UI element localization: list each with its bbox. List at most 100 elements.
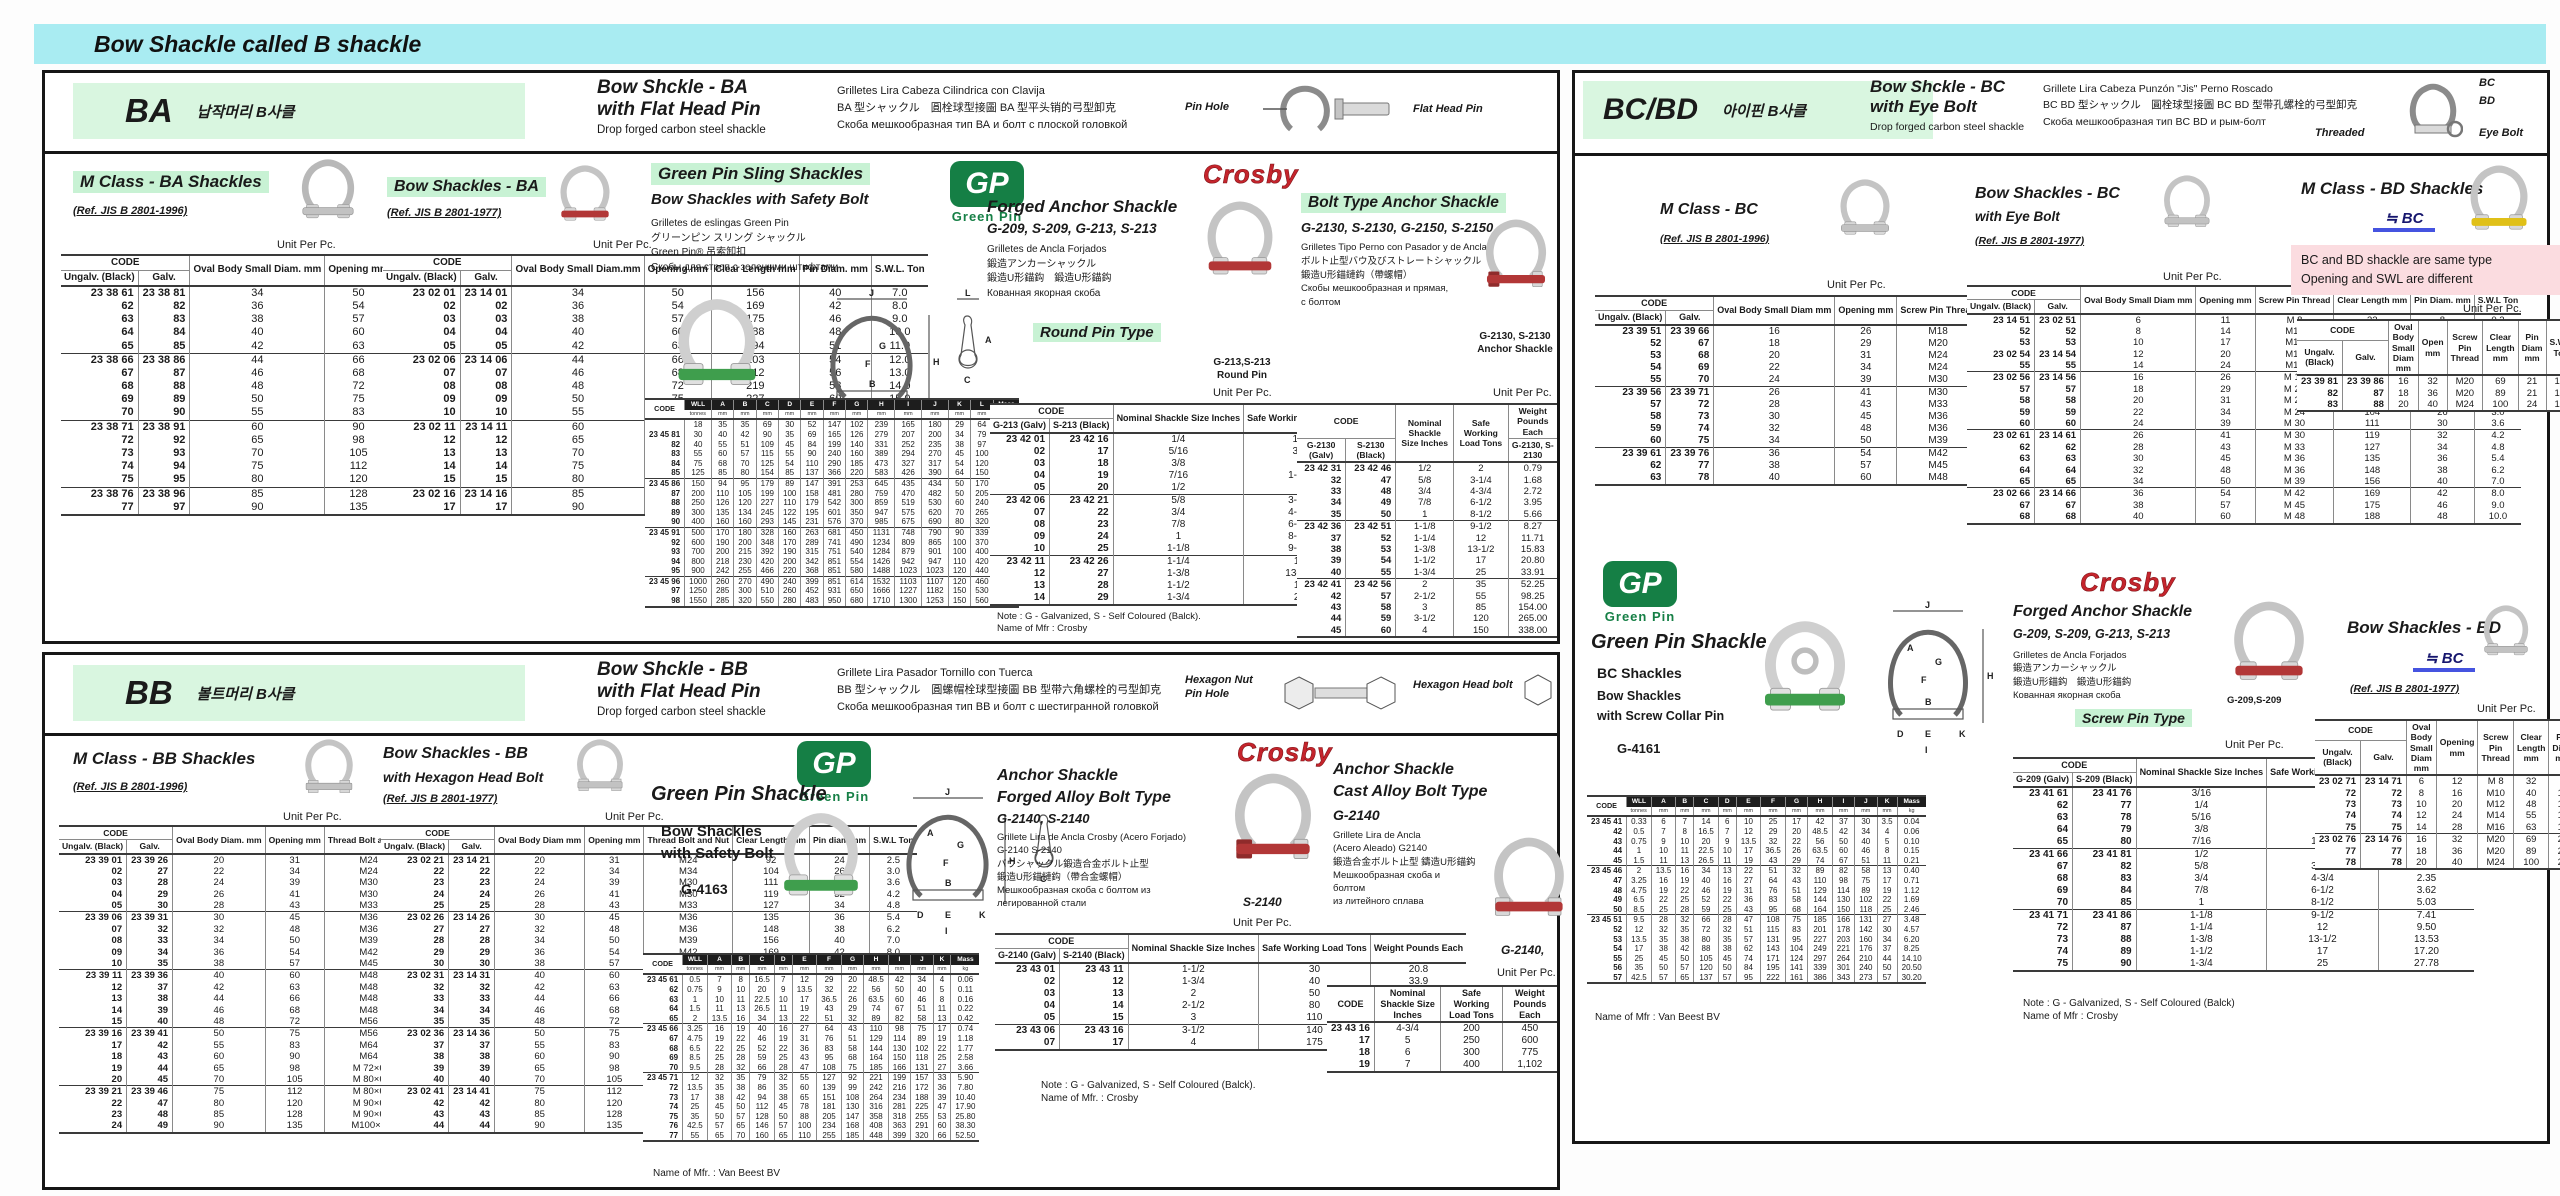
bb-multilang-jp-cn: BB 型シャックル 圓螺帽栓球型接圖 BB 型带六角螺栓的弓型卸克 — [837, 684, 1162, 697]
table-cell: 3 — [1127, 1011, 1259, 1025]
table-cell: 1-1/2 — [1127, 962, 1259, 976]
table-cell: 72 — [121, 433, 134, 446]
table-cell: 40 — [710, 429, 734, 440]
table-cell: 65 — [121, 339, 134, 352]
table-row: 42 57 2-1/2 55 98.25 — [1297, 590, 1557, 602]
table-cell: 245 — [755, 507, 779, 518]
table-cell: 135 — [264, 1120, 325, 1133]
table-cell: 57 — [1345, 590, 1396, 602]
table-cell: 34 — [749, 1013, 775, 1024]
bolt-type-multilang: Grilletes Tipo Perno con Pasador y de An… — [1301, 241, 1487, 310]
table-cell: 11 — [1876, 855, 1898, 866]
table-cell: 135 — [2333, 453, 2411, 465]
table-cell: 2 — [1453, 462, 1509, 475]
section-bcbd: BC/BD 아이핀 B사클 Bow Shckle - BC with Eye B… — [1572, 70, 2560, 1144]
table-cell: 89 — [1854, 885, 1877, 896]
bb-forged-ml-jp: バウシャックル鍛造合金ボルト止型 — [997, 858, 1149, 870]
table-cell: 30 — [1854, 816, 1877, 827]
column-header: F — [816, 954, 842, 965]
table-cell: 80 — [733, 468, 757, 479]
table-cell: 122 — [778, 507, 801, 518]
table-cell: 27 — [448, 923, 495, 936]
table-cell: 3.95 — [1507, 497, 1557, 509]
column-header: Weight Pounds Each — [1507, 404, 1557, 439]
table-cell: 16.5 — [749, 974, 775, 985]
table-cell: 28 — [448, 935, 495, 947]
table-cell: 7.80 — [950, 1082, 980, 1093]
column-header: Screw Pin Thread — [1896, 296, 1980, 325]
bcbd-multilang: Grillete Lira Cabeza Punzón "Jis" Perno … — [2043, 81, 2357, 130]
table-cell: 4 — [1395, 624, 1454, 638]
ba-mclass-ref: (Ref. JIS B 2801-1996) — [73, 205, 188, 217]
table-cell: 52 — [1650, 337, 1662, 349]
table-cell: 70 — [172, 1073, 266, 1086]
table-cell: 1253 — [921, 596, 949, 607]
table-cell: 17 — [2548, 821, 2560, 834]
table-cell: 342 — [800, 556, 824, 567]
table-cell: 45 — [1717, 953, 1737, 964]
table-cell: 83 — [816, 1043, 842, 1054]
table-cell: 600 — [684, 537, 712, 548]
column-header: CODE — [2013, 758, 2137, 773]
table-cell: 90 — [172, 1120, 266, 1133]
table-cell: 23 39 26 — [126, 853, 173, 866]
table-cell: 221 — [1831, 944, 1855, 954]
table-cell: 8.0 — [869, 946, 917, 959]
table-cell: 97 — [970, 439, 994, 450]
ba-tag: BA 납작머리 B사클 — [73, 83, 525, 139]
crosby-logo: Crosby — [1203, 159, 1299, 190]
table-cell: 09 — [443, 393, 456, 406]
table-cell: 28 — [1717, 914, 1737, 925]
bc-crosby-multilang: Grilletes de Ancla Forjados 鍛造アンカーシャックル … — [2013, 649, 2131, 702]
table-cell: 67 — [887, 1004, 911, 1014]
table-cell: 85 — [671, 468, 681, 478]
table-cell: 0.74 — [950, 1023, 980, 1034]
table-cell: 64 — [2056, 823, 2069, 835]
table-cell: 120 — [733, 498, 757, 508]
table-cell: 13.0 — [870, 366, 928, 381]
column-header: mm — [822, 409, 846, 420]
table-cell: 57 — [264, 958, 325, 970]
table-cell: 46 — [511, 366, 645, 381]
table-cell: 4.75 — [1626, 885, 1652, 896]
table-cell: 55 — [2512, 810, 2549, 822]
column-header: G — [845, 399, 868, 410]
table-cell: 70 — [511, 447, 645, 461]
ba-greenpin-subtitle: Bow Shackles with Safety Bolt — [651, 191, 869, 208]
bd-note-line2: Opening and SWL are different — [2301, 271, 2473, 286]
table-cell: 44 — [433, 1120, 445, 1132]
table-cell: 17 — [1735, 846, 1761, 856]
table-cell: 55 — [189, 406, 325, 421]
table-cell: 3.25 — [682, 1023, 708, 1034]
bb-forged-multilang: Grillete Lira de Ancla Crosby (Acero For… — [997, 831, 1212, 911]
table-cell: 40 — [1713, 471, 1835, 485]
table-cell: 2 — [1626, 865, 1652, 876]
bc-note-line2: Name of Mfr : Crosby — [2023, 1011, 2119, 1022]
table-cell: 120 — [947, 576, 971, 587]
table-cell: 50 — [264, 935, 325, 947]
table-cell: 32 — [2417, 375, 2448, 388]
table-cell: 11 — [932, 1004, 951, 1014]
table-cell: 51 — [1760, 865, 1786, 876]
table-cell: 63 — [2034, 453, 2081, 465]
table-cell: 23 41 61 — [2029, 787, 2069, 799]
table-cell: 17 — [682, 1092, 708, 1103]
table-cell: 102 — [1854, 895, 1877, 905]
table-cell: 34 — [494, 935, 585, 947]
table-cell: 4-3/4 — [1453, 486, 1509, 498]
table-row: 45 1.5 11 13 26.5 11 19 43 29 74 67 51 11 0.21 — [1587, 855, 1926, 866]
table-cell: 30 — [494, 911, 585, 924]
table-cell: 400 — [970, 547, 994, 557]
table-cell: 03 — [443, 313, 456, 326]
table-cell: 32 — [1675, 914, 1694, 925]
table-cell: 42 — [733, 429, 757, 440]
table-cell: 13 — [1717, 865, 1737, 876]
table-row: 42 0.5 7 8 16.5 7 12 29 20 48.5 42 34 4 0.06 — [1587, 826, 1926, 837]
table-cell: 0.79 — [1507, 462, 1557, 475]
table-cell: 75 — [669, 1111, 679, 1121]
table-cell: M 36 — [2254, 453, 2334, 465]
table-cell: 26 — [840, 994, 864, 1005]
gp-logo-name: Green Pin — [1604, 609, 1676, 624]
table-cell: 90 — [755, 429, 779, 440]
